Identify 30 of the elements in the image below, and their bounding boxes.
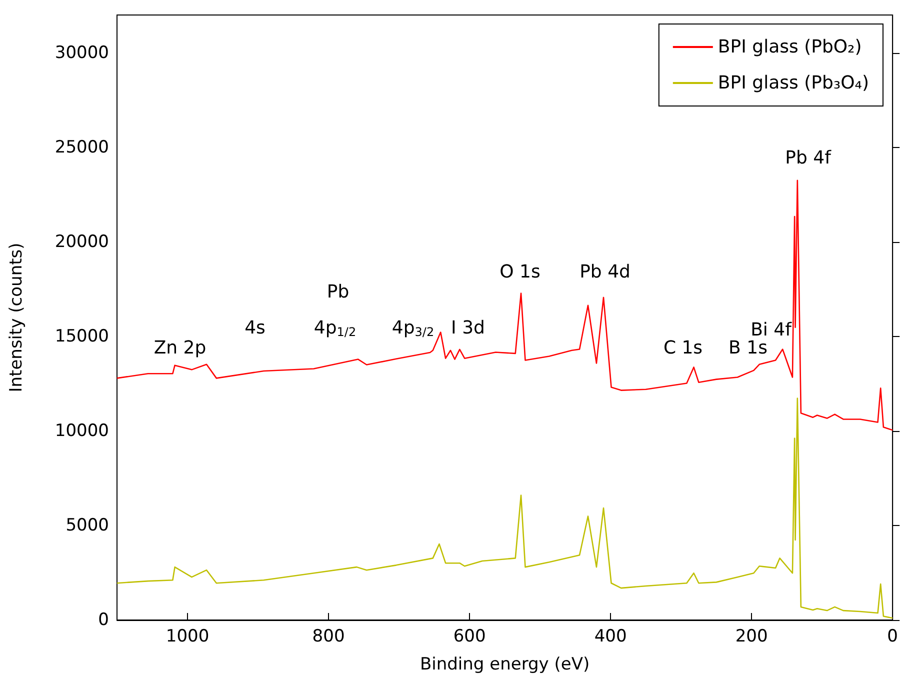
annotation: 4s: [244, 318, 266, 338]
x-tick-label: 800: [312, 626, 345, 646]
y-tick-label: 10000: [54, 420, 109, 441]
annotation: Pb 4f: [785, 148, 832, 168]
annotation: Pb: [326, 282, 350, 302]
x-tick-label: 600: [453, 626, 486, 646]
y-tick-label: 25000: [54, 137, 109, 158]
annotation: O 1s: [500, 262, 540, 282]
y-axis-title: Intensity (counts): [6, 242, 26, 392]
annotation: Bi 4f: [750, 320, 792, 340]
annotation: I 3d: [451, 318, 485, 338]
x-axis-title: Binding energy (eV): [420, 654, 590, 674]
y-tick-label: 30000: [54, 42, 109, 63]
legend-label: BPI glass (Pb₃O₄): [718, 72, 869, 94]
y-tick-label: 0: [98, 610, 109, 630]
annotation: Pb 4d: [580, 262, 630, 282]
x-tick-label: 1000: [166, 626, 210, 646]
annotation: C 1s: [663, 338, 703, 358]
x-tick-label: 400: [594, 626, 627, 646]
y-tick-label: 20000: [54, 232, 109, 252]
y-tick-label: 5000: [66, 515, 109, 536]
line-series: [116, 180, 894, 431]
annotation: 4p3/2: [392, 318, 434, 339]
y-tick-label: 15000: [54, 326, 109, 346]
annotation: Zn 2p: [154, 338, 206, 358]
x-tick-label: 0: [887, 626, 898, 646]
annotation: B 1s: [728, 338, 768, 358]
legend-label: BPI glass (PbO₂): [718, 36, 862, 58]
x-tick-label: 200: [735, 626, 768, 646]
annotation: 4p1/2: [314, 318, 356, 339]
